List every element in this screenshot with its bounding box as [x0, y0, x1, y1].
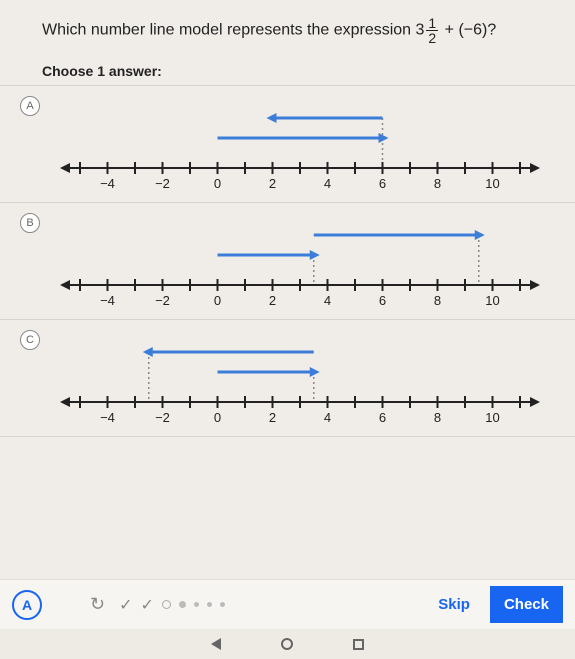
svg-text:4: 4 [324, 293, 331, 308]
progress-dot [179, 601, 186, 608]
svg-text:10: 10 [485, 293, 499, 308]
svg-text:2: 2 [269, 410, 276, 425]
svg-text:−2: −2 [155, 176, 170, 191]
svg-text:10: 10 [485, 176, 499, 191]
progress-row: ↻ ✓ ✓ [90, 594, 424, 615]
svg-text:0: 0 [214, 410, 221, 425]
svg-text:8: 8 [434, 410, 441, 425]
hint-button[interactable]: A [12, 590, 42, 620]
svg-text:−2: −2 [155, 293, 170, 308]
svg-text:0: 0 [214, 293, 221, 308]
svg-text:2: 2 [269, 293, 276, 308]
numberline-c: −4 −2 0 2 4 6 8 10 [60, 330, 540, 430]
choice-radio-c[interactable]: C [20, 330, 40, 350]
home-icon[interactable] [281, 638, 293, 650]
hint-badge-letter: A [22, 597, 32, 613]
question-whole: 3 [416, 22, 425, 39]
check-label: Check [504, 596, 549, 613]
svg-text:6: 6 [379, 293, 386, 308]
svg-text:8: 8 [434, 293, 441, 308]
choice-c[interactable]: C −4 −2 0 2 4 6 8 10 [0, 320, 575, 437]
choose-label: Choose 1 answer: [0, 53, 575, 85]
choice-a[interactable]: A −4 −2 0 2 4 6 8 10 [0, 86, 575, 203]
svg-text:4: 4 [324, 410, 331, 425]
progress-check-icon: ✓ [119, 595, 132, 615]
recents-icon[interactable] [353, 639, 364, 650]
svg-text:2: 2 [269, 176, 276, 191]
question-suffix: + (−6)? [440, 22, 496, 39]
check-button[interactable]: Check [490, 586, 563, 623]
back-icon[interactable] [211, 638, 221, 650]
choice-radio-a[interactable]: A [20, 96, 40, 116]
progress-dot [207, 602, 212, 607]
svg-text:6: 6 [379, 176, 386, 191]
question-prefix: Which number line model represents the e… [42, 22, 416, 39]
numberline-a: −4 −2 0 2 4 6 8 10 [60, 96, 540, 196]
svg-text:0: 0 [214, 176, 221, 191]
svg-text:8: 8 [434, 176, 441, 191]
progress-dot [194, 602, 199, 607]
svg-text:6: 6 [379, 410, 386, 425]
fraction-numerator: 1 [426, 16, 438, 31]
numberline-b: −4 −2 0 2 4 6 8 10 [60, 213, 540, 313]
choice-b[interactable]: B −4 −2 0 2 4 6 8 10 [0, 203, 575, 320]
question-text: Which number line model represents the e… [42, 16, 551, 45]
question-fraction: 12 [426, 16, 438, 45]
svg-text:−4: −4 [100, 176, 115, 191]
svg-text:−4: −4 [100, 410, 115, 425]
skip-button[interactable]: Skip [424, 588, 484, 621]
svg-text:−2: −2 [155, 410, 170, 425]
fraction-denominator: 2 [426, 31, 438, 45]
progress-check-icon: ✓ [141, 595, 154, 615]
progress-dot [220, 602, 225, 607]
refresh-icon[interactable]: ↻ [90, 594, 105, 615]
progress-dot [162, 600, 171, 609]
android-nav-bar [0, 629, 575, 659]
skip-label: Skip [438, 596, 470, 613]
bottom-bar: A ↻ ✓ ✓ Skip Check [0, 579, 575, 629]
svg-text:4: 4 [324, 176, 331, 191]
svg-text:10: 10 [485, 410, 499, 425]
choice-radio-b[interactable]: B [20, 213, 40, 233]
svg-text:−4: −4 [100, 293, 115, 308]
